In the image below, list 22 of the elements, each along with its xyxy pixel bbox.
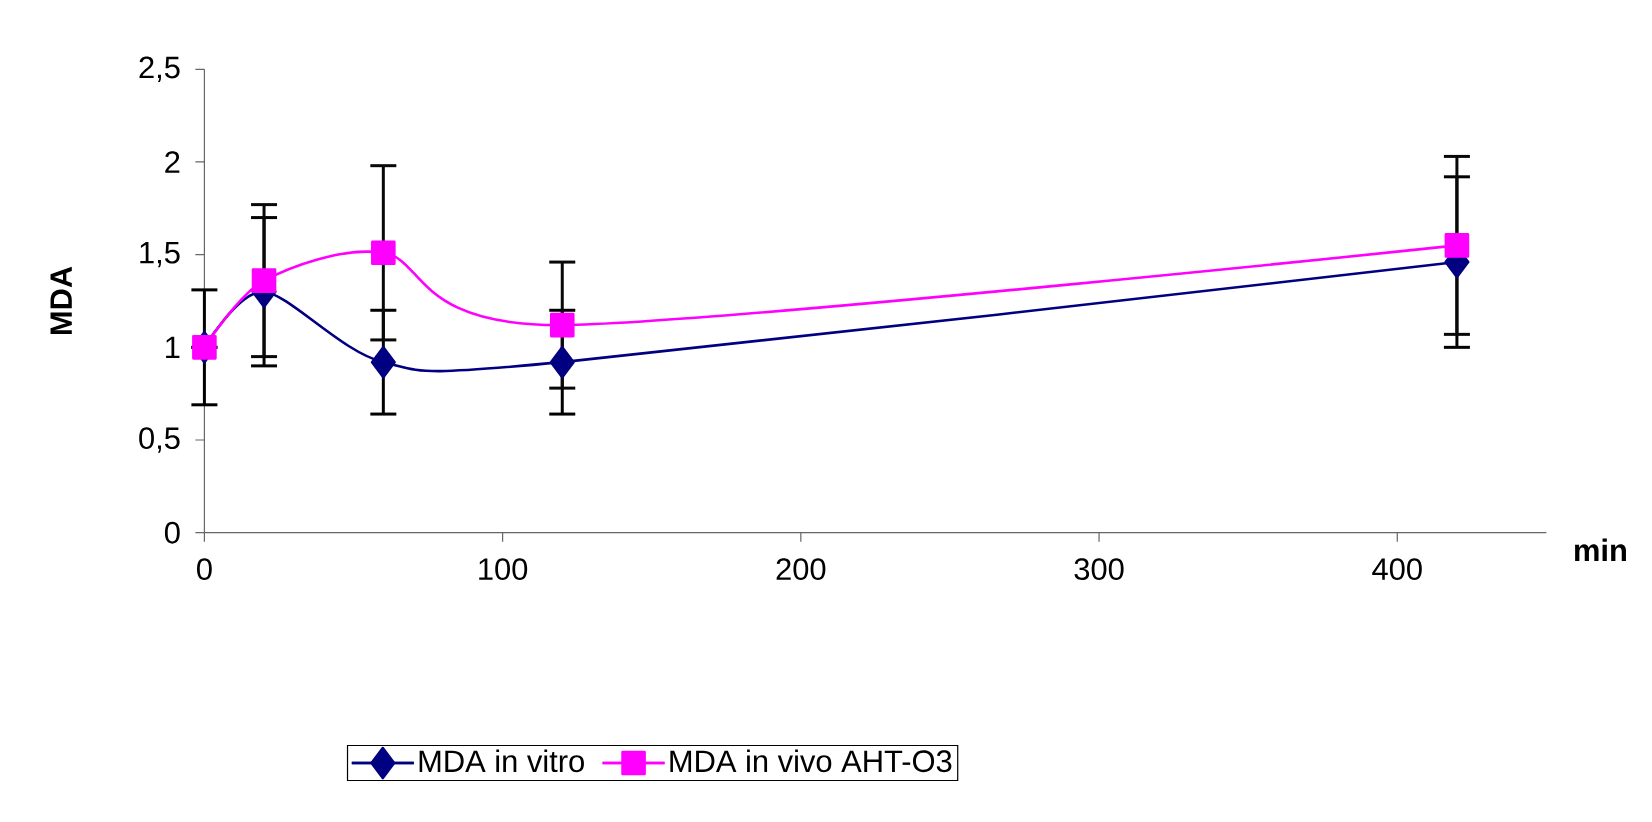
x-tick-label: 400: [1372, 558, 1422, 581]
point: [370, 345, 396, 379]
x-tick-label: 300: [1074, 558, 1124, 581]
legend-label: MDA in vivo AHT-O3: [670, 749, 952, 773]
x-axis-title: min: [1575, 538, 1626, 561]
legend-label: MDA in vitro: [419, 749, 584, 773]
y-tick-label: 0: [164, 521, 180, 544]
point: [371, 240, 396, 266]
x-tick-label: 0: [197, 558, 212, 581]
y-tick-label: 2,5: [139, 56, 180, 83]
point: [1444, 233, 1470, 258]
point: [549, 312, 575, 338]
y-tick-label: 0,5: [139, 427, 180, 453]
y-tick-label: 1,5: [140, 242, 180, 268]
point: [549, 345, 575, 379]
y-axis-title: MDA: [50, 266, 72, 335]
y-tick-label: 2: [165, 151, 180, 173]
y-tick-label: 1: [166, 336, 180, 358]
point: [192, 335, 217, 360]
x-tick-label: 200: [776, 558, 826, 581]
point: [251, 268, 277, 293]
x-tick-label: 100: [479, 558, 528, 581]
